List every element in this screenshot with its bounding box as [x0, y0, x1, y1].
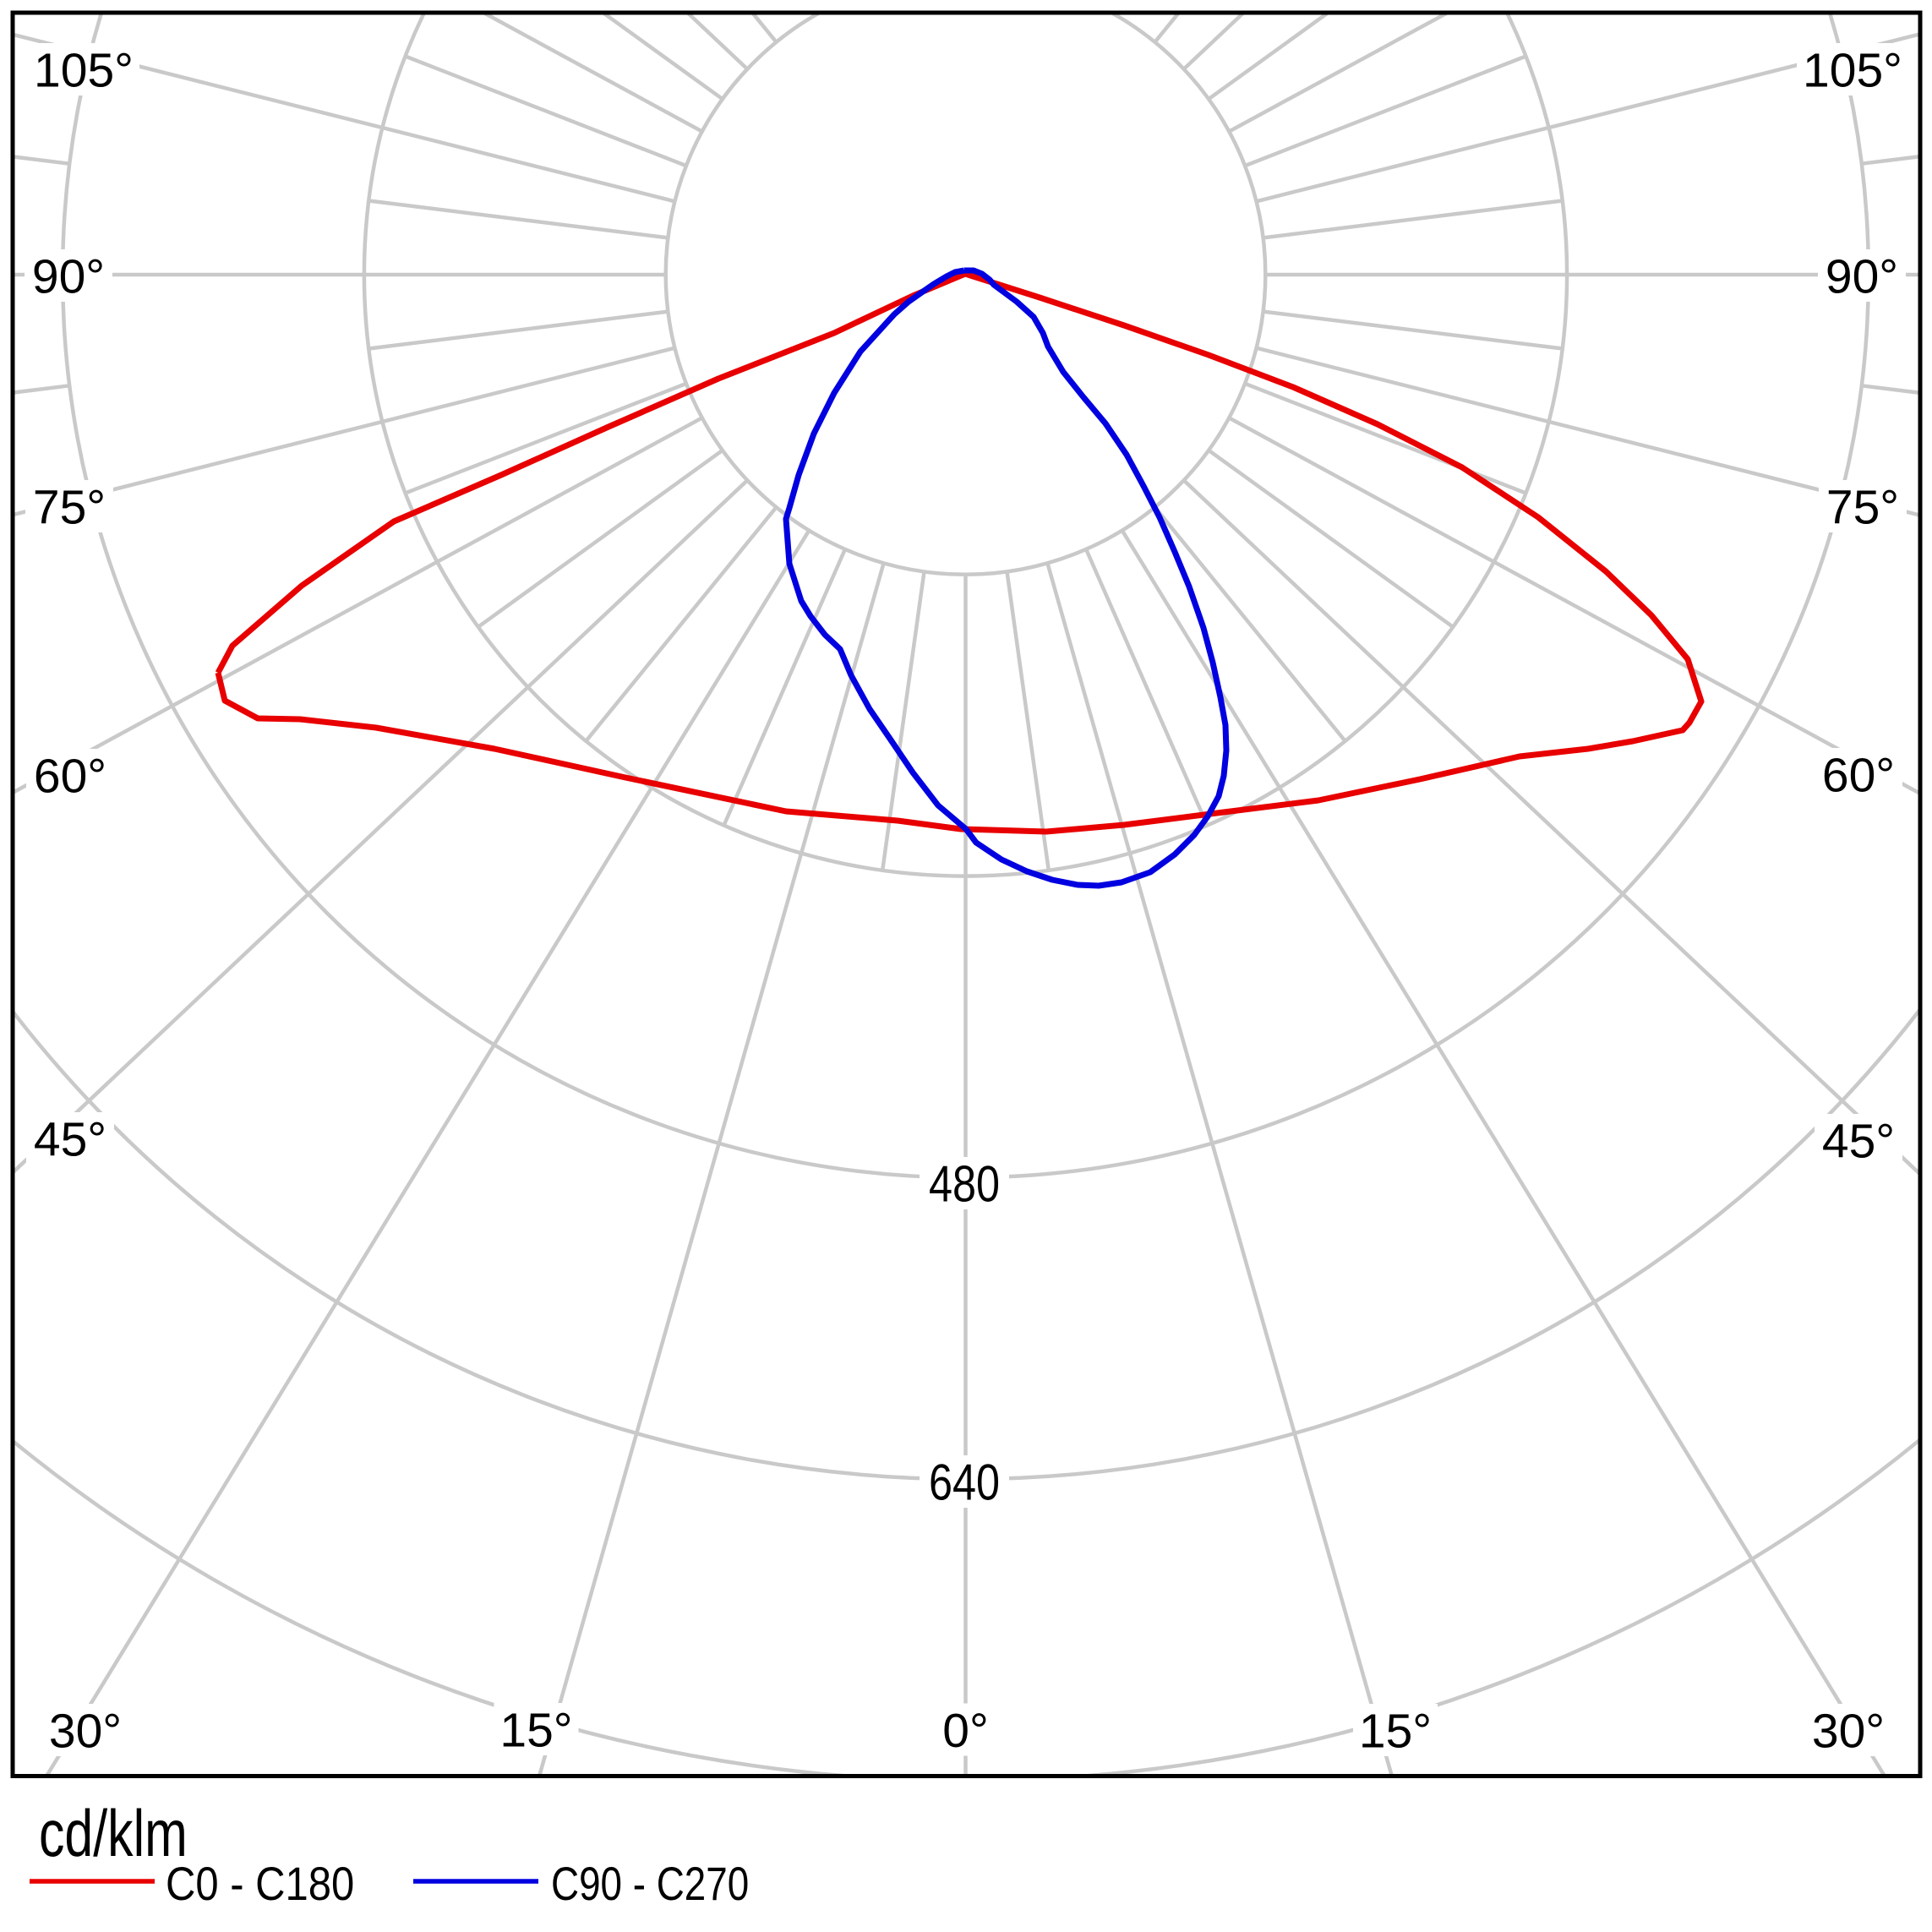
svg-text:cd/klm: cd/klm	[39, 1797, 188, 1870]
svg-text:30°: 30°	[49, 1704, 122, 1758]
svg-text:C90 - C270: C90 - C270	[551, 1858, 749, 1910]
svg-text:15°: 15°	[1359, 1704, 1432, 1758]
svg-text:0°: 0°	[942, 1704, 989, 1758]
svg-text:105°: 105°	[34, 43, 134, 97]
svg-text:90°: 90°	[1826, 249, 1898, 303]
svg-text:15°: 15°	[499, 1703, 572, 1757]
svg-text:75°: 75°	[1826, 480, 1899, 534]
svg-text:90°: 90°	[32, 249, 105, 303]
svg-text:45°: 45°	[34, 1112, 106, 1166]
svg-text:105°: 105°	[1803, 43, 1902, 97]
svg-text:60°: 60°	[1822, 748, 1895, 802]
svg-text:480: 480	[929, 1155, 1000, 1212]
svg-text:C0 - C180: C0 - C180	[166, 1858, 354, 1911]
svg-text:60°: 60°	[34, 749, 106, 803]
svg-text:30°: 30°	[1812, 1704, 1885, 1758]
svg-text:640: 640	[929, 1454, 1000, 1510]
svg-text:75°: 75°	[33, 480, 106, 534]
svg-text:45°: 45°	[1822, 1114, 1895, 1168]
